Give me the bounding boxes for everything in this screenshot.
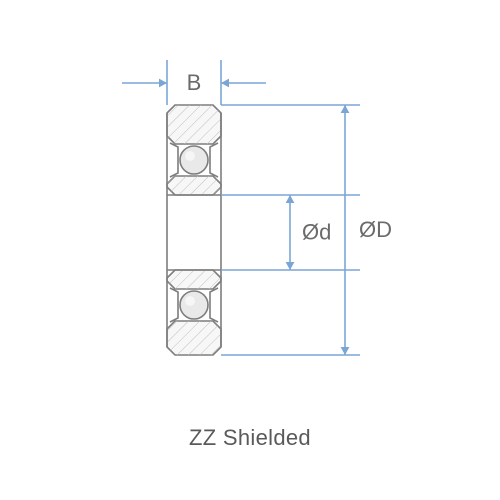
- bearing-cross-section: [167, 105, 221, 355]
- width-dim-label: B: [187, 70, 202, 95]
- outer-dia-dim-label: ØD: [359, 217, 392, 242]
- inner-dia-dim-label: Ød: [302, 220, 331, 245]
- diagram-stage: B Ød ØD ZZ Shielded: [0, 0, 500, 500]
- diagram-caption: ZZ Shielded: [0, 425, 500, 451]
- dimension-lines: B Ød ØD: [122, 60, 392, 355]
